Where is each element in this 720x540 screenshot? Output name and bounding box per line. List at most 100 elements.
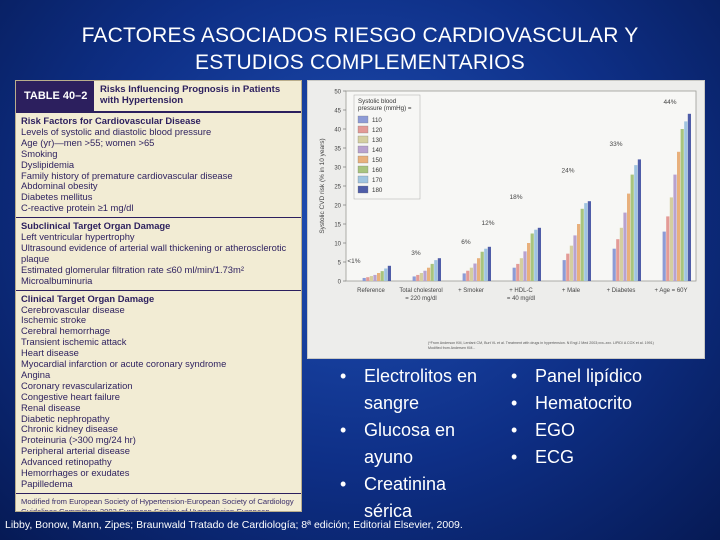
bullet-line: Glucosa en [364, 420, 456, 440]
y-tick-label: 40 [334, 128, 341, 134]
table-item: Chronic kidney disease [21, 423, 118, 435]
bullets-left: Electrolitos en sangre Glucosa en ayuno … [340, 363, 512, 525]
bar-130-1 [419, 273, 423, 281]
table-sections: Risk Factors for Cardiovascular Disease L… [16, 113, 301, 494]
table-item: plaque [21, 252, 50, 264]
slide-title-line1: FACTORES ASOCIADOS RIESGO CARDIOVASCULAR… [81, 24, 639, 47]
table-item: Myocardial infarction or acute coronary … [21, 358, 227, 370]
x-category-label: + Age = 60Y [654, 288, 687, 294]
bar-120-3 [516, 263, 520, 281]
bar-180-4 [587, 201, 591, 281]
bar-180-3 [537, 227, 541, 281]
bullet-creatinina: Creatinina sérica [340, 471, 512, 525]
data-label: <1% [347, 258, 360, 265]
table-section-title: Risk Factors for Cardiovascular Disease [21, 115, 201, 126]
table-item: Estimated glomerular filtration rate ≤60… [21, 263, 244, 275]
bar-170-0 [384, 268, 388, 281]
table-item: Congestive heart failure [21, 390, 121, 402]
bar-150-1 [427, 267, 431, 281]
bar-180-5 [637, 159, 641, 281]
bar-140-2 [473, 263, 477, 281]
data-label: 6% [461, 239, 471, 246]
x-category-label: + Male [562, 288, 581, 294]
bullet-line: Electrolitos en [364, 366, 478, 386]
bar-170-3 [534, 229, 538, 281]
bar-170-5 [634, 165, 638, 281]
legend-swatch-150 [357, 155, 369, 164]
table-caption-line2: with Hypertension [100, 95, 184, 106]
legend-swatch-180 [357, 185, 369, 194]
bar-170-4 [584, 203, 588, 281]
table-item: Renal disease [21, 401, 81, 413]
legend-swatch-140 [357, 145, 369, 154]
bar-130-3 [519, 258, 523, 281]
data-label: 3% [411, 250, 421, 257]
table-id: TABLE 40–2 [16, 81, 94, 111]
table-item: Proteinuria (>300 mg/24 hr) [21, 434, 136, 446]
table-section: Risk Factors for Cardiovascular Disease L… [16, 113, 301, 219]
bar-120-5 [616, 239, 620, 281]
table-item: Left ventricular hypertrophy [21, 231, 135, 243]
bar-150-4 [577, 224, 581, 281]
bar-170-1 [434, 260, 438, 281]
legend-label: 120 [372, 127, 383, 134]
legend-label: 180 [372, 187, 383, 194]
y-tick-label: 25 [334, 185, 341, 191]
y-tick-label: 45 [334, 109, 341, 115]
legend-swatch-130 [357, 135, 369, 144]
slide-title: FACTORES ASOCIADOS RIESGO CARDIOVASCULAR… [20, 22, 700, 76]
legend-title-line2: pressure (mmHg) = [358, 105, 412, 112]
legend-swatch-160 [357, 165, 369, 174]
legend-label: 160 [372, 167, 383, 174]
bar-170-6 [684, 121, 688, 282]
bar-110-3 [512, 267, 516, 281]
table-section: Subclinical Target Organ Damage Left vent… [16, 218, 301, 291]
y-tick-label: 15 [334, 223, 341, 229]
bar-120-6 [666, 216, 670, 281]
bar-130-5 [619, 227, 623, 281]
bar-160-4 [580, 208, 584, 281]
chart-source-line1: (*From Anderson KM, Lenfant CM, Burt VL … [428, 341, 654, 345]
bar-120-4 [566, 253, 570, 281]
bar-180-1 [437, 258, 441, 281]
legend-label: 170 [372, 177, 383, 184]
bar-140-5 [623, 212, 627, 281]
bar-150-6 [677, 151, 681, 281]
table-header: TABLE 40–2 Risks Influencing Prognosis i… [16, 81, 301, 113]
table-footnote: Modified from European Society of Hypert… [16, 494, 301, 512]
y-tick-label: 0 [338, 280, 342, 286]
bar-110-4 [562, 260, 566, 281]
table-item: Ultrasound evidence of arterial wall thi… [21, 241, 287, 253]
bar-160-2 [480, 251, 484, 281]
bar-110-2 [462, 273, 466, 281]
bar-130-4 [569, 245, 573, 281]
footnote-line: Modified from European Society of Hypert… [21, 496, 294, 506]
data-label: 33% [609, 141, 622, 148]
table-item: Heart disease [21, 347, 79, 359]
y-tick-label: 50 [334, 90, 341, 96]
bar-130-2 [469, 267, 473, 281]
bar-180-2 [487, 246, 491, 281]
bar-160-1 [430, 263, 434, 281]
bar-140-0 [373, 274, 377, 281]
bar-150-2 [477, 258, 481, 281]
risk-chart: 0 5 10 15 20 25 30 35 40 45 50 Systolic CVD risk (%… [307, 80, 705, 359]
legend-label: 140 [372, 147, 383, 154]
table-item: Angina [21, 368, 51, 380]
bullet-hematocrito: Hematocrito [511, 390, 711, 417]
bar-170-2 [484, 248, 488, 281]
table-item: Family history of premature cardiovascul… [21, 169, 233, 181]
table-item: Microalbuminuria [21, 274, 93, 286]
legend-label: 150 [372, 157, 383, 164]
bar-130-0 [369, 276, 373, 281]
y-axis-label: Systolic CVD risk (% in 10 years) [319, 138, 326, 233]
table-item: Coronary revascularization [21, 379, 133, 391]
data-label: 12% [481, 220, 494, 227]
y-tick-label: 5 [338, 261, 342, 267]
table-item: C-reactive protein ≥1 mg/dl [21, 202, 134, 214]
bullets-right: Panel lipídico Hematocrito EGO ECG [511, 363, 711, 471]
bar-110-6 [662, 231, 666, 281]
table-section: Clinical Target Organ Damage Cerebrovascu… [16, 291, 301, 494]
table-item: Cerebrovascular disease [21, 303, 125, 315]
footnote-line: Guidelines Committee: 2003 European Soci… [21, 506, 270, 512]
